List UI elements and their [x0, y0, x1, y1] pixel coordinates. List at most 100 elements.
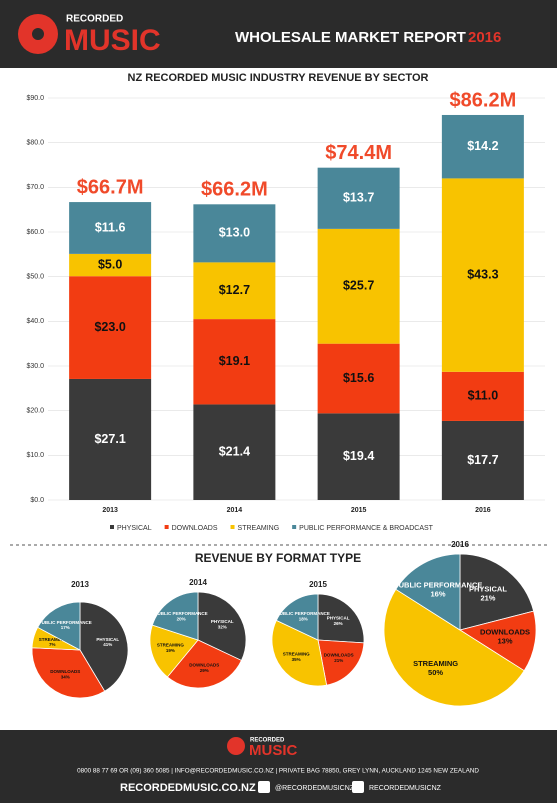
value-label: $19.1: [219, 354, 250, 368]
value-label: $12.7: [219, 283, 250, 297]
value-label: $25.7: [343, 279, 374, 293]
total-label: $86.2M: [450, 89, 517, 111]
y-tick-label: $50.0: [26, 274, 44, 281]
twitter-icon: [258, 781, 270, 793]
y-tick-label: $70.0: [26, 184, 44, 191]
footer-website[interactable]: RECORDEDMUSIC.CO.NZ: [120, 782, 256, 794]
pie-slice: [151, 591, 199, 641]
legend-swatch: [230, 525, 235, 529]
value-label: $17.7: [467, 453, 498, 467]
bar-segment: [317, 343, 400, 414]
slice-value: 29%: [200, 668, 209, 673]
footer-logo-icon: [227, 737, 245, 755]
legend-swatch: [164, 525, 169, 529]
slice-value: 26%: [334, 621, 343, 626]
bar-segment: [441, 420, 524, 500]
pie-slice: [317, 593, 365, 644]
footer-logo-main: MUSIC: [249, 742, 298, 759]
value-label: $14.2: [467, 139, 498, 153]
value-label: $15.6: [343, 371, 374, 385]
slice-value: 21%: [480, 593, 495, 602]
pie-slice: [275, 593, 319, 641]
value-label: $13.0: [219, 226, 250, 240]
legend-swatch: [292, 525, 297, 529]
slice-label: PUBLIC PERFORMANCE: [154, 611, 207, 616]
slice-label: DOWNLOADS: [324, 653, 354, 658]
slice-label: STREAMING: [413, 659, 458, 668]
x-tick-label: 2014: [227, 507, 243, 514]
y-tick-label: $0.0: [30, 497, 44, 504]
pie-slice: [317, 639, 365, 686]
value-label: $13.7: [343, 191, 374, 205]
logo-top: RECORDED: [66, 14, 123, 25]
logo-main: MUSIC: [64, 24, 161, 57]
bar-segment: [69, 378, 152, 500]
slice-value: 13%: [498, 637, 513, 646]
logo-icon-hole: [32, 28, 44, 40]
slice-label: DOWNLOADS: [480, 628, 530, 637]
pie-title: 2016: [451, 540, 469, 549]
bar-segment: [317, 413, 400, 500]
slice-value: 41%: [103, 642, 112, 647]
y-tick-label: $20.0: [26, 408, 44, 415]
value-label: $11.0: [468, 389, 499, 403]
slice-value: 18%: [299, 617, 308, 622]
slice-value: 16%: [431, 590, 446, 599]
slice-value: 7%: [49, 642, 56, 647]
y-tick-label: $90.0: [26, 95, 44, 102]
footer-logo-top: RECORDED: [250, 738, 285, 744]
legend-label: PHYSICAL: [117, 525, 152, 532]
legend-swatch: [110, 525, 114, 529]
slice-value: 50%: [428, 668, 443, 677]
x-tick-label: 2013: [102, 507, 118, 514]
slice-label: PHYSICAL: [327, 616, 350, 621]
slice-label: DOWNLOADS: [189, 663, 219, 668]
section-title: REVENUE BY FORMAT TYPE: [195, 551, 361, 565]
legend-label: PUBLIC PERFORMANCE & BROADCAST: [299, 525, 434, 532]
y-tick-label: $10.0: [26, 452, 44, 459]
x-tick-label: 2016: [475, 507, 491, 514]
legend-label: DOWNLOADS: [172, 525, 218, 532]
bar-segment: [193, 262, 276, 320]
value-label: $23.0: [94, 320, 125, 334]
slice-value: 34%: [61, 675, 70, 680]
bar-segment: [193, 404, 276, 500]
bar-segment: [69, 202, 152, 254]
footer-twitter[interactable]: @RECORDEDMUSICNZ: [275, 785, 355, 792]
slice-label: DOWNLOADS: [50, 669, 80, 674]
slice-label: PHYSICAL: [469, 584, 507, 593]
total-label: $66.2M: [201, 179, 268, 201]
slice-label: PUBLIC PERFORMANCE: [394, 581, 483, 590]
bar-segment: [69, 253, 152, 277]
value-label: $19.4: [343, 449, 374, 463]
slice-label: STREAMING: [157, 643, 184, 648]
value-label: $27.1: [94, 432, 125, 446]
pie-title: 2013: [71, 580, 89, 589]
pie-slice: [383, 588, 525, 707]
pie-title: 2014: [189, 578, 207, 587]
slice-label: PUBLIC PERFORMANCE: [39, 620, 92, 625]
slice-label: PHYSICAL: [96, 637, 119, 642]
pie-slice: [149, 624, 199, 678]
y-tick-label: $30.0: [26, 363, 44, 370]
value-label: $43.3: [467, 267, 498, 281]
pie-slice: [166, 639, 242, 689]
y-tick-label: $60.0: [26, 229, 44, 236]
pie-title: 2015: [309, 580, 327, 589]
pie-slice: [459, 553, 535, 631]
slice-value: 21%: [334, 658, 343, 663]
pie-slice: [459, 610, 537, 672]
slice-label: PHYSICAL: [211, 619, 234, 624]
bar-segment: [441, 178, 524, 372]
bar-segment: [193, 319, 276, 405]
bar-segment: [317, 228, 400, 344]
footer-facebook[interactable]: RECORDEDMUSICNZ: [369, 785, 442, 792]
legend-label: STREAMING: [238, 525, 280, 532]
pie-slice: [79, 601, 129, 692]
slice-value: 19%: [166, 648, 175, 653]
footer-bar: [0, 730, 557, 803]
pie-slice: [197, 591, 247, 661]
header-bar: [0, 0, 557, 68]
footer-contact: 0800 88 77 69 OR (09) 360 5085 | INFO@RE…: [77, 768, 479, 775]
